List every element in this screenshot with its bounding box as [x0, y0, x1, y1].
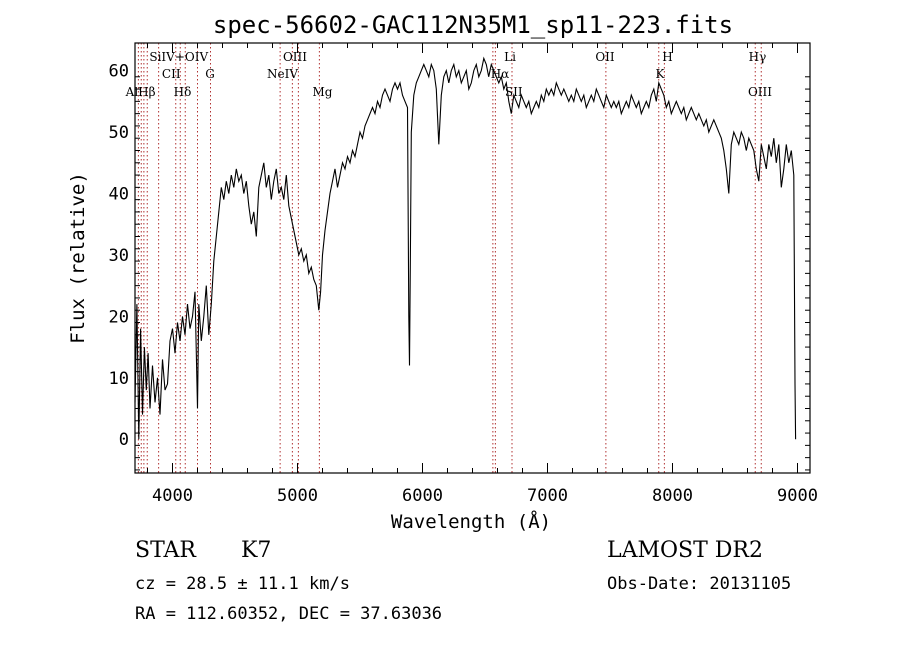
line-label: OIII	[748, 85, 772, 99]
line-label: AlHβ	[125, 85, 156, 99]
spectrum-chart: spec-56602-GAC112N35M1_sp11-223.fits SiI…	[67, 11, 818, 533]
line-label: OIII	[283, 50, 307, 64]
y-tick-label: 40	[109, 185, 129, 205]
chart-title: spec-56602-GAC112N35M1_sp11-223.fits	[213, 11, 733, 39]
x-axis-ticks: 4000 5000 6000 7000 8000 9000	[147, 43, 818, 506]
emission-line-labels: SiIV+OIV OIII Li OII H Hγ CII G NeIV Hα K AlHβ Hδ Mg S…	[125, 50, 773, 99]
line-label: Hα	[491, 67, 510, 81]
object-subclass: K7	[241, 538, 272, 563]
y-tick-label: 50	[109, 123, 129, 143]
plot-frame	[134, 42, 811, 474]
spectrum-line	[134, 56, 797, 440]
x-tick-label: 8000	[652, 486, 693, 506]
x-tick-label: 7000	[527, 486, 568, 506]
x-axis-label: Wavelength (Å)	[391, 510, 551, 533]
y-tick-label: 60	[109, 62, 129, 82]
line-label: SII	[505, 85, 523, 99]
x-tick-label: 6000	[402, 486, 443, 506]
coordinates: RA = 112.60352, DEC = 37.63036	[135, 604, 443, 624]
x-tick-label: 9000	[777, 486, 818, 506]
y-axis-label: Flux (relative)	[67, 172, 89, 344]
line-label: H	[662, 50, 672, 64]
line-label: Hδ	[174, 85, 192, 99]
line-label: K	[656, 67, 666, 81]
line-label: CII	[162, 67, 181, 81]
y-tick-label: 30	[109, 246, 129, 266]
line-label: NeIV	[267, 67, 298, 81]
object-class: STAR	[135, 538, 196, 563]
observation-date: Obs-Date: 20131105	[607, 574, 792, 594]
line-label: Mg	[313, 85, 333, 99]
line-label: G	[205, 67, 215, 81]
y-axis-ticks: 0 10 20 30 40 50 60	[109, 62, 810, 471]
y-tick-label: 20	[109, 307, 129, 327]
line-label: SiIV+OIV	[149, 50, 208, 64]
x-tick-label: 5000	[277, 486, 318, 506]
redshift-cz: cz = 28.5 ± 11.1 km/s	[135, 574, 350, 594]
y-tick-label: 0	[119, 430, 129, 450]
line-label: OII	[595, 50, 615, 64]
line-label: Li	[504, 50, 516, 64]
x-tick-label: 4000	[152, 486, 193, 506]
line-label: Hγ	[749, 50, 767, 64]
survey-name: LAMOST DR2	[607, 538, 763, 563]
emission-line-markers	[137, 43, 762, 473]
y-tick-label: 10	[109, 369, 129, 389]
